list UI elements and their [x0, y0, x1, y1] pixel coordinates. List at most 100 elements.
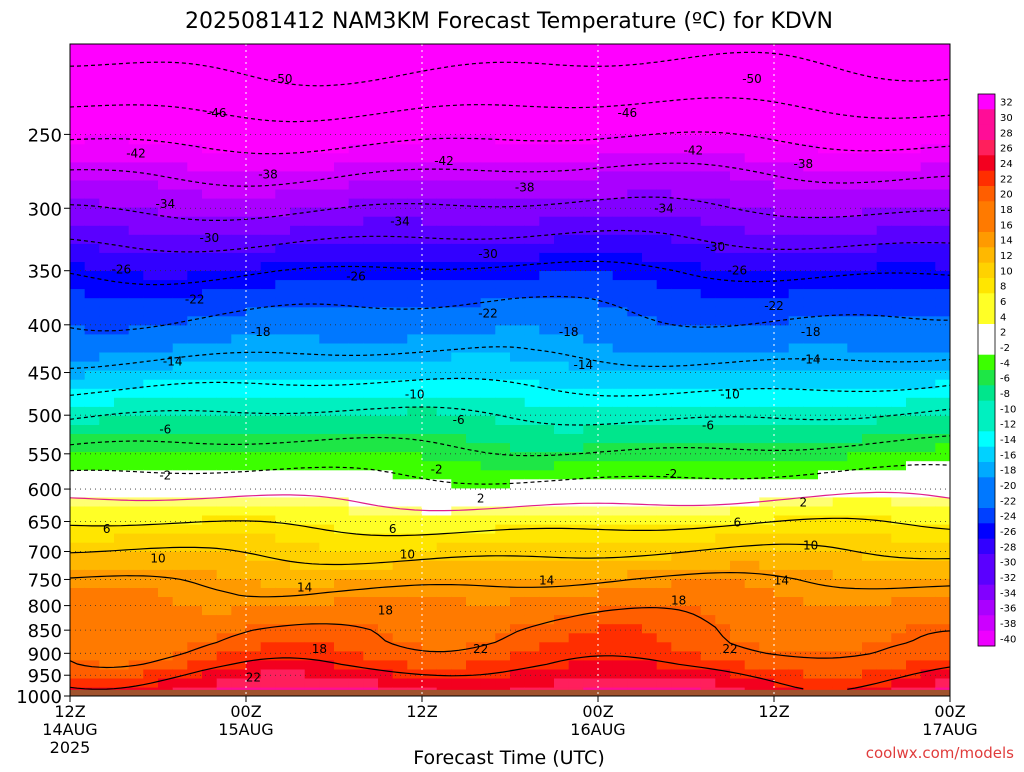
- temperature-cell: [524, 71, 540, 81]
- temperature-cell: [524, 542, 540, 552]
- temperature-cell: [510, 225, 526, 235]
- temperature-cell: [480, 415, 496, 425]
- temperature-cell: [158, 270, 174, 281]
- temperature-cell: [554, 379, 570, 389]
- temperature-cell: [158, 89, 174, 99]
- temperature-cell: [759, 351, 775, 362]
- temperature-cell: [700, 659, 716, 670]
- temperature-cell: [700, 650, 716, 661]
- temperature-cell: [216, 243, 232, 253]
- temperature-cell: [128, 261, 144, 271]
- colorbar-label: 4: [1000, 312, 1006, 323]
- temperature-cell: [539, 125, 555, 136]
- temperature-cell: [114, 605, 130, 616]
- temperature-cell: [99, 469, 115, 480]
- temperature-cell: [832, 551, 848, 561]
- temperature-cell: [334, 360, 350, 371]
- temperature-cell: [524, 134, 540, 145]
- temperature-cell: [392, 197, 408, 208]
- temperature-cell: [832, 288, 848, 299]
- temperature-cell: [246, 143, 262, 154]
- temperature-cell: [686, 587, 702, 597]
- temperature-cell: [114, 44, 130, 54]
- temperature-cell: [671, 623, 687, 634]
- temperature-cell: [847, 442, 863, 453]
- temperature-cell: [480, 252, 496, 262]
- temperature-cell: [202, 270, 218, 281]
- temperature-cell: [128, 505, 144, 516]
- temperature-cell: [788, 243, 804, 253]
- temperature-cell: [686, 261, 702, 271]
- temperature-cell: [392, 605, 408, 616]
- temperature-cell: [348, 433, 364, 444]
- temperature-cell: [378, 197, 394, 208]
- temperature-cell: [216, 324, 232, 335]
- temperature-cell: [290, 207, 306, 217]
- temperature-cell: [598, 53, 614, 63]
- temperature-cell: [128, 451, 144, 462]
- temperature-cell: [392, 261, 408, 271]
- temperature-cell: [818, 288, 834, 299]
- temperature-cell: [554, 44, 570, 54]
- temperature-cell: [788, 505, 804, 516]
- temperature-cell: [730, 107, 746, 118]
- temperature-cell: [216, 80, 232, 90]
- temperature-cell: [334, 71, 350, 81]
- temperature-cell: [231, 143, 247, 154]
- temperature-cell: [715, 514, 731, 525]
- temperature-cell: [862, 306, 878, 317]
- temperature-cell: [99, 306, 115, 317]
- temperature-cell: [304, 650, 320, 661]
- temperature-cell: [656, 270, 672, 281]
- temperature-cell: [99, 261, 115, 271]
- temperature-cell: [128, 578, 144, 588]
- temperature-cell: [656, 161, 672, 172]
- temperature-cell: [231, 98, 247, 108]
- temperature-cell: [422, 388, 438, 398]
- temperature-cell: [158, 614, 174, 625]
- temperature-cell: [319, 170, 335, 181]
- temperature-cell: [466, 80, 482, 90]
- temperature-cell: [158, 342, 174, 353]
- temperature-cell: [598, 505, 614, 516]
- temperature-cell: [187, 587, 203, 597]
- temperature-cell: [495, 152, 511, 163]
- contour-line: [70, 543, 950, 566]
- temperature-cell: [730, 161, 746, 172]
- temperature-cell: [832, 234, 848, 244]
- temperature-cell: [818, 397, 834, 407]
- temperature-cell: [510, 297, 526, 308]
- temperature-cell: [510, 505, 526, 516]
- temperature-cell: [759, 641, 775, 652]
- temperature-cell: [832, 89, 848, 99]
- temperature-cell: [480, 143, 496, 154]
- y-tick-label: 900: [28, 644, 62, 665]
- temperature-cell: [172, 243, 188, 253]
- temperature-cell: [304, 161, 320, 172]
- temperature-cell: [187, 216, 203, 226]
- y-tick-label: 600: [28, 480, 62, 501]
- temperature-cell: [480, 80, 496, 90]
- temperature-cell: [363, 668, 379, 679]
- temperature-cell: [158, 451, 174, 462]
- temperature-cell: [818, 261, 834, 271]
- temperature-cell: [876, 451, 892, 462]
- temperature-cell: [715, 533, 731, 543]
- temperature-cell: [114, 533, 130, 543]
- temperature-cell: [114, 569, 130, 579]
- temperature-cell: [319, 306, 335, 317]
- temperature-cell: [744, 333, 760, 344]
- temperature-cell: [114, 216, 130, 226]
- temperature-cell: [935, 605, 950, 616]
- temperature-cell: [202, 370, 218, 380]
- temperature-cell: [407, 179, 423, 190]
- temperature-cell: [803, 252, 819, 262]
- temperature-cell: [656, 134, 672, 145]
- temperature-cell: [260, 578, 276, 588]
- temperature-cell: [774, 370, 790, 380]
- temperature-cell: [935, 514, 950, 525]
- temperature-cell: [686, 44, 702, 54]
- temperature-cell: [187, 134, 203, 145]
- temperature-cell: [876, 225, 892, 235]
- temperature-cell: [803, 297, 819, 308]
